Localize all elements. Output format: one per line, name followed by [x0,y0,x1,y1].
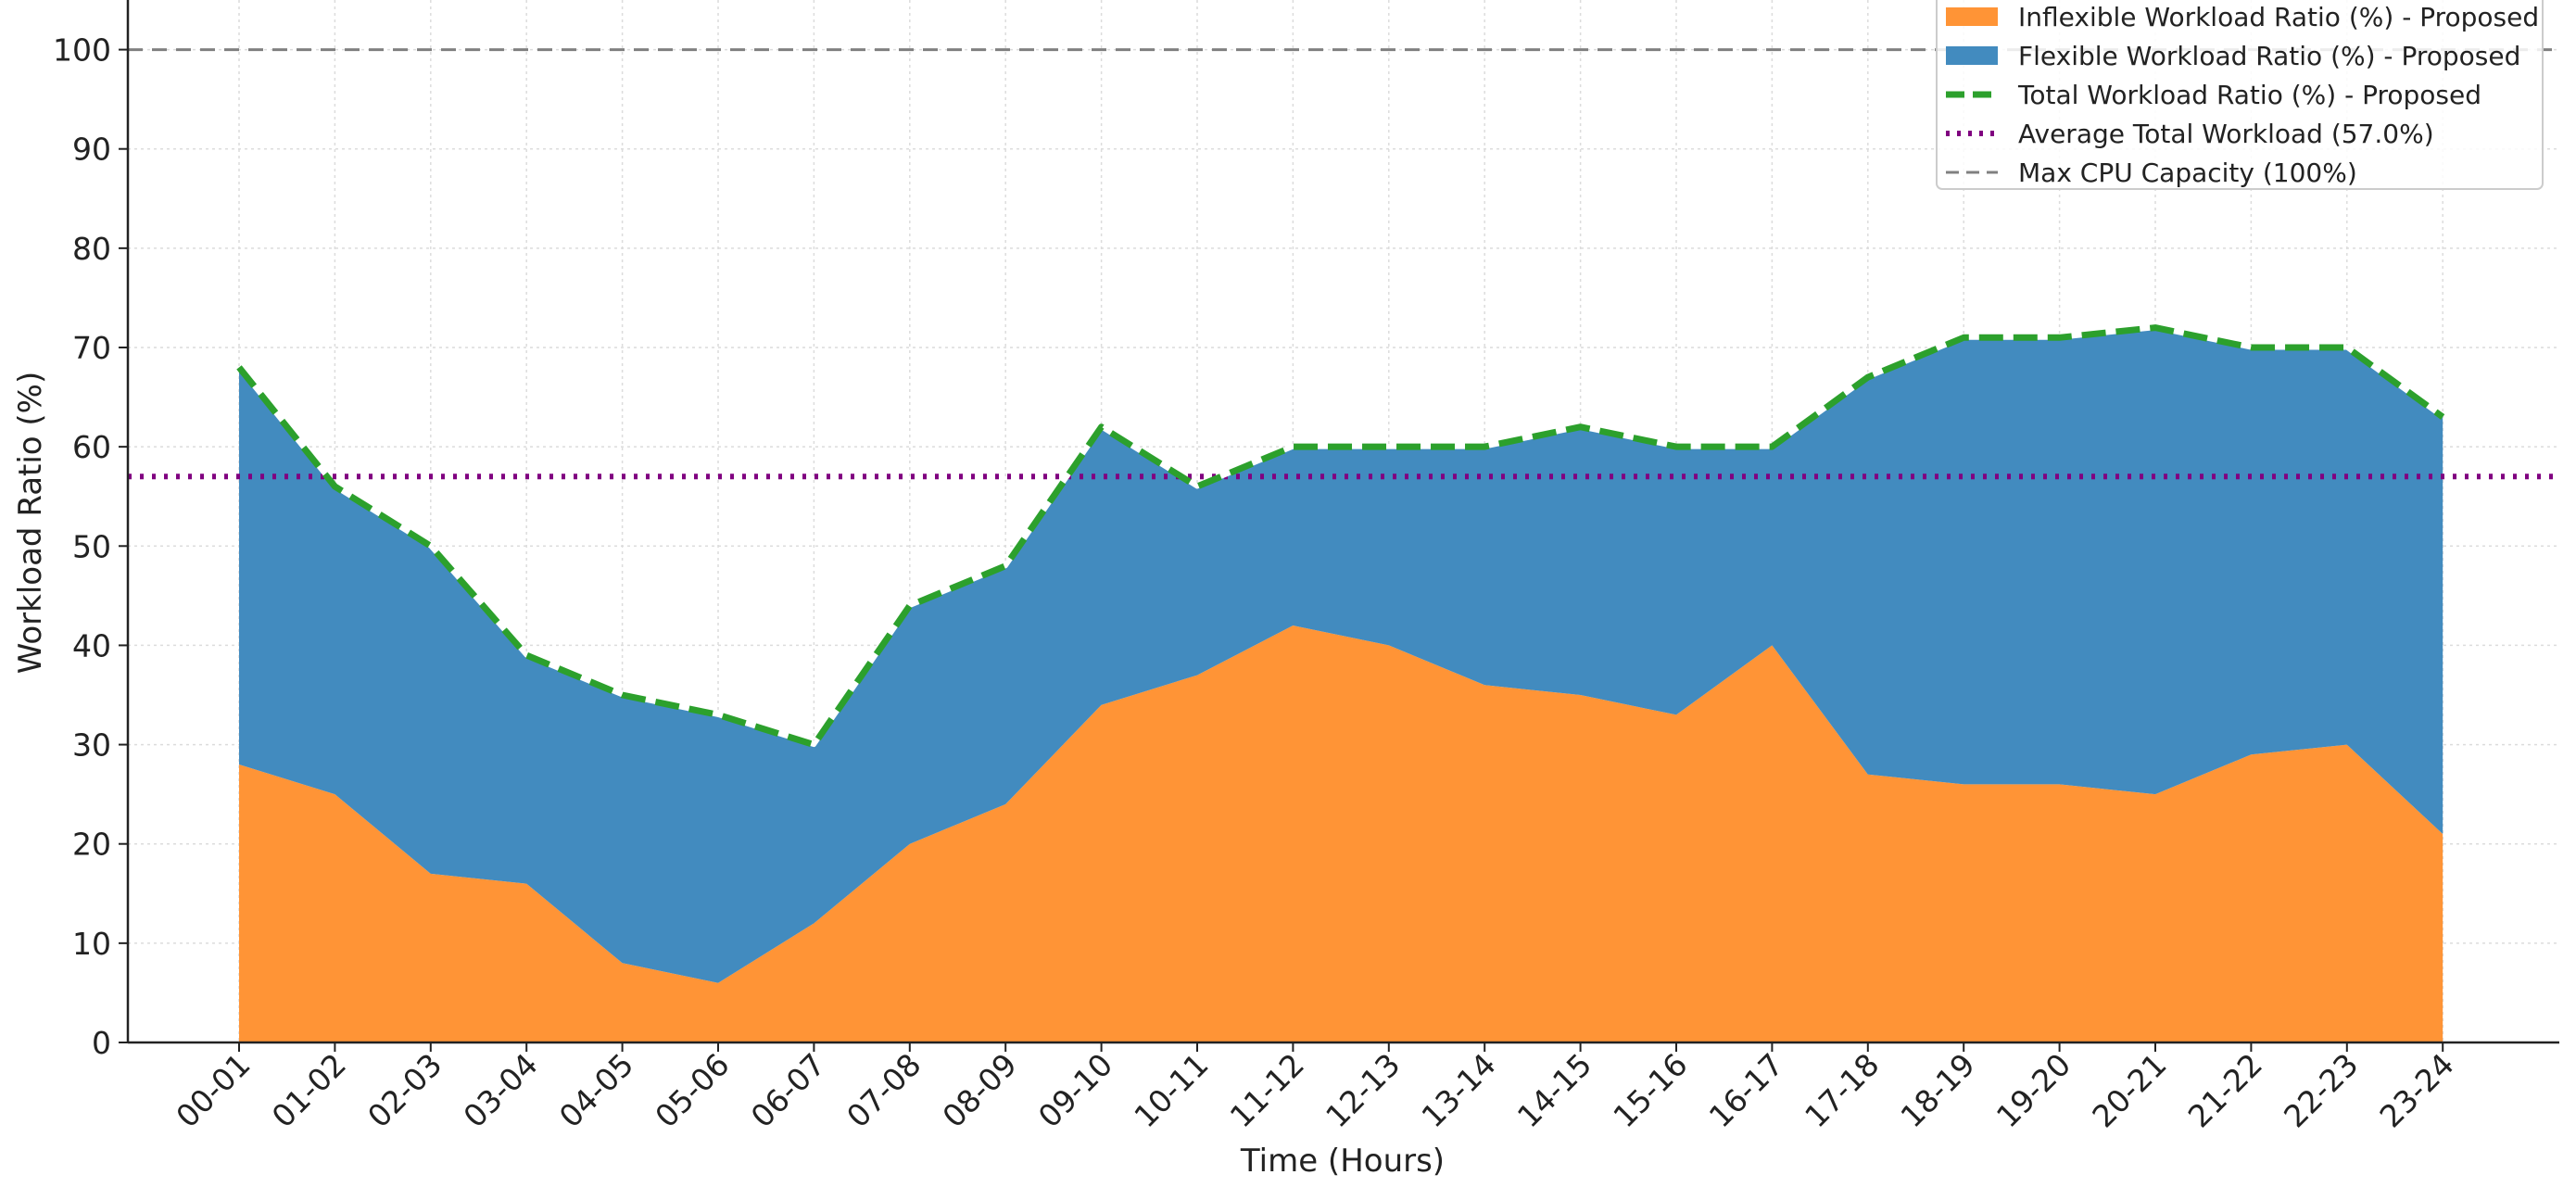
legend-item: Inflexible Workload Ratio (%) - Proposed [1946,2,2539,32]
legend-item: Average Total Workload (57.0%) [1946,119,2434,149]
y-tick-label: 80 [72,231,111,267]
x-tick-label: 08-09 [935,1046,1023,1134]
y-tick-label: 70 [72,330,111,366]
y-tick-label: 50 [72,528,111,564]
x-tick-label: 00-01 [169,1046,257,1134]
y-tick-label: 20 [72,827,111,863]
y-axis-title: Workload Ratio (%) [12,372,49,675]
x-tick-label: 11-12 [1223,1046,1311,1134]
legend-label: Inflexible Workload Ratio (%) - Proposed [2018,2,2539,32]
legend-swatch [1946,46,1998,65]
total-workload-line [236,324,2445,749]
x-tick-label: 05-06 [648,1046,736,1134]
x-tick-label: 19-20 [1989,1046,2077,1134]
x-tick-label: 09-10 [1031,1046,1119,1134]
flexible-workload-area [239,327,2443,983]
x-tick-label: 20-21 [2085,1046,2173,1134]
x-tick-label: 12-13 [1319,1046,1407,1134]
legend-item: Flexible Workload Ratio (%) - Proposed [1946,41,2520,71]
y-tick-label: 30 [72,727,111,764]
legend-item: Total Workload Ratio (%) - Proposed [1946,80,2481,110]
x-tick-label: 06-07 [744,1046,832,1134]
x-tick-label: 04-05 [552,1046,640,1134]
x-tick-label: 01-02 [265,1046,353,1134]
x-tick-label: 18-19 [1893,1046,1981,1134]
x-tick-label: 23-24 [2372,1046,2460,1134]
x-tick-label: 07-08 [840,1046,928,1134]
x-tick-label: 17-18 [1798,1046,1886,1134]
legend-box [1936,0,2544,190]
legend: Inflexible Workload Ratio (%) - Proposed… [1936,0,2544,190]
legend-label: Max CPU Capacity (100%) [2018,158,2357,188]
y-tick-label: 90 [72,132,111,168]
x-tick-label: 21-22 [2181,1046,2269,1134]
y-tick-label: 100 [53,32,111,69]
y-tick-label: 0 [92,1025,111,1061]
legend-label: Flexible Workload Ratio (%) - Proposed [2018,41,2520,71]
x-tick-label: 14-15 [1510,1046,1598,1134]
inflexible-workload-area [239,625,2443,1042]
y-tick-label: 60 [72,429,111,465]
legend-label: Total Workload Ratio (%) - Proposed [2017,80,2481,110]
legend-item: Max CPU Capacity (100%) [1946,158,2357,188]
y-tick-label: 40 [72,627,111,663]
x-tick-label: 13-14 [1414,1046,1502,1134]
y-tick-label: 10 [72,926,111,962]
area-layer [239,327,2443,1042]
x-tick-label: 10-11 [1127,1046,1215,1134]
x-tick-label: 16-17 [1702,1046,1790,1134]
x-tick-label: 22-23 [2277,1046,2365,1134]
legend-label: Average Total Workload (57.0%) [2018,119,2434,149]
x-tick-label: 15-16 [1606,1046,1694,1134]
x-tick-label: 03-04 [456,1046,544,1134]
x-tick-label: 02-03 [360,1046,448,1134]
x-axis-title: Time (Hours) [1240,1143,1445,1180]
legend-swatch [1946,7,1998,26]
